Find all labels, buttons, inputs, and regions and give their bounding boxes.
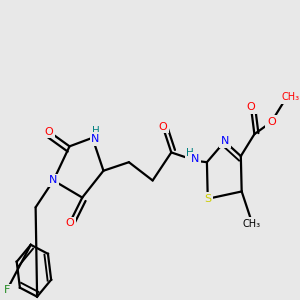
Text: F: F xyxy=(4,285,10,295)
Text: H: H xyxy=(92,126,99,136)
Text: N: N xyxy=(220,136,229,146)
Text: O: O xyxy=(45,127,54,137)
Text: CH₃: CH₃ xyxy=(242,219,260,229)
Text: O: O xyxy=(158,122,167,132)
Text: S: S xyxy=(204,194,211,204)
Text: O: O xyxy=(65,218,74,228)
Text: O: O xyxy=(267,117,276,127)
Text: N: N xyxy=(49,176,58,185)
Text: CH₃: CH₃ xyxy=(281,92,300,102)
Text: N: N xyxy=(190,154,199,164)
Text: N: N xyxy=(91,134,100,144)
Text: O: O xyxy=(247,102,255,112)
Text: H: H xyxy=(187,148,194,158)
